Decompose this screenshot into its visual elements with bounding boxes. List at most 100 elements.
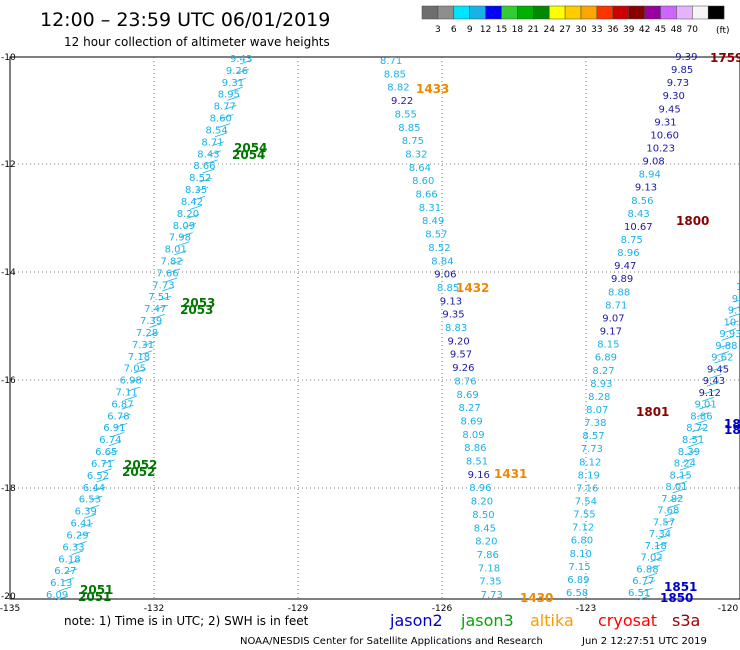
- track-tick: [669, 496, 683, 502]
- swh-value: 8.72: [686, 423, 708, 434]
- track-tick: [183, 223, 197, 228]
- swh-value: 8.96: [617, 248, 639, 259]
- track-tick: [716, 351, 729, 356]
- legend-jason2: jason2: [389, 611, 443, 630]
- track-tick: [74, 541, 87, 546]
- track-tick: [687, 442, 700, 448]
- colorbar-swatch: [612, 5, 629, 20]
- track-tick: [115, 423, 128, 428]
- track-tick: [87, 504, 100, 510]
- swh-value: 9.30: [663, 91, 685, 102]
- swh-value: 8.51: [466, 457, 488, 468]
- track-tick: [682, 458, 695, 463]
- track-tick: [662, 519, 675, 524]
- satellite-tracks: 9.439.269.318.958.778.608.548.718.438.66…: [46, 52, 740, 601]
- swh-value: 8.01: [665, 482, 687, 493]
- track-tick: [650, 557, 663, 563]
- time-label: 1430: [520, 591, 553, 605]
- colorbar-tick-label: 18: [512, 25, 524, 35]
- swh-value: 8.84: [431, 256, 453, 267]
- colorbar-tick-label: 42: [639, 25, 650, 35]
- swh-value: 8.83: [445, 323, 467, 334]
- track-tick: [158, 295, 172, 301]
- footnote: note: 1) Time is in UTC; 2) SWH is in fe…: [64, 614, 309, 628]
- track-tick: [645, 572, 658, 578]
- swh-value: 10.67: [624, 222, 653, 233]
- swh-value: 8.57: [425, 230, 447, 241]
- swh-value: 6.27: [54, 566, 76, 577]
- colorbar-tick-label: 9: [467, 25, 473, 35]
- swh-value: 8.85: [437, 283, 459, 294]
- swh-value: 8.32: [405, 149, 427, 160]
- track-tick: [168, 268, 181, 274]
- track-tick: [719, 343, 732, 349]
- track-tick: [640, 588, 653, 593]
- time-label: 2052: [124, 458, 157, 472]
- track-tick: [127, 386, 140, 392]
- swh-value: 6.41: [71, 519, 93, 530]
- track-tick: [96, 477, 109, 483]
- swh-value: 8.96: [469, 483, 491, 494]
- swh-value: 9.01: [695, 400, 717, 411]
- swh-value: 7.34: [649, 529, 671, 540]
- swh-value: 9.93: [719, 329, 740, 340]
- swh-value: 7.02: [641, 553, 663, 564]
- swh-value: 9.20: [448, 336, 470, 347]
- swh-value: 7.68: [657, 506, 679, 517]
- swh-value: 9.26: [452, 363, 474, 374]
- track-tick: [674, 481, 688, 486]
- swh-value: 6.39: [75, 507, 97, 518]
- swh-value: 8.71: [201, 137, 223, 148]
- swh-value: 8.57: [582, 431, 604, 442]
- track-tick: [706, 381, 720, 387]
- time-label: 18: [724, 417, 740, 431]
- swh-value: 9.89: [611, 274, 633, 285]
- time-label: 2054: [232, 148, 265, 162]
- swh-value: 7.05: [124, 364, 146, 375]
- swh-value: 6.98: [120, 376, 142, 387]
- colorbar-tick-label: 39: [623, 25, 635, 35]
- swh-value: 7.55: [573, 510, 595, 521]
- swh-value: 7.98: [169, 233, 191, 244]
- swh-value: 8.15: [670, 470, 692, 481]
- swh-value: 8.28: [588, 392, 610, 403]
- track-tick: [199, 177, 212, 183]
- grid-lines: [10, 57, 740, 599]
- swh-value: 8.85: [398, 123, 420, 134]
- swh-value: 7.15: [568, 562, 590, 573]
- time-label: 2053: [182, 296, 215, 310]
- track-tick: [146, 332, 159, 337]
- track-tick: [227, 95, 240, 101]
- track-tick: [660, 526, 673, 532]
- swh-value: 7.86: [477, 550, 499, 561]
- track-tick: [105, 450, 119, 455]
- swh-value: 8.19: [578, 470, 600, 481]
- map-subtitle: 12 hour collection of altimeter wave hei…: [64, 35, 330, 49]
- swh-value: 9.39: [675, 52, 697, 63]
- swh-value: 10.60: [650, 130, 679, 141]
- credit-line: NOAA/NESDIS Center for Satellite Applica…: [240, 636, 543, 647]
- satellite-legend: jason2 jason3 altika cryosat s3a: [389, 611, 700, 630]
- track-tick: [99, 468, 112, 474]
- track-tick: [65, 568, 78, 574]
- swh-value: 7.82: [161, 257, 183, 268]
- longitude-tick-label: -123: [576, 604, 596, 614]
- track-tick: [208, 150, 221, 156]
- track-tick: [155, 304, 168, 310]
- colorbar-swatch: [564, 5, 582, 20]
- swh-value: 6.29: [66, 530, 88, 541]
- track-tick: [143, 341, 156, 346]
- swh-value: 7.16: [576, 483, 598, 494]
- swh-value: 8.31: [419, 203, 441, 214]
- swh-value: 9.07: [602, 314, 624, 325]
- swh-value: 9.47: [614, 261, 636, 272]
- swh-value: 6.77: [632, 576, 654, 587]
- swh-value: 7.39: [140, 316, 162, 327]
- swh-value: 8.77: [214, 102, 236, 113]
- swh-value: 6.65: [95, 447, 117, 458]
- track-tick: [679, 465, 692, 471]
- track-tick: [71, 550, 84, 555]
- track-tick: [80, 522, 94, 528]
- swh-value: 8.71: [380, 56, 402, 67]
- colorbar-swatch: [548, 5, 566, 20]
